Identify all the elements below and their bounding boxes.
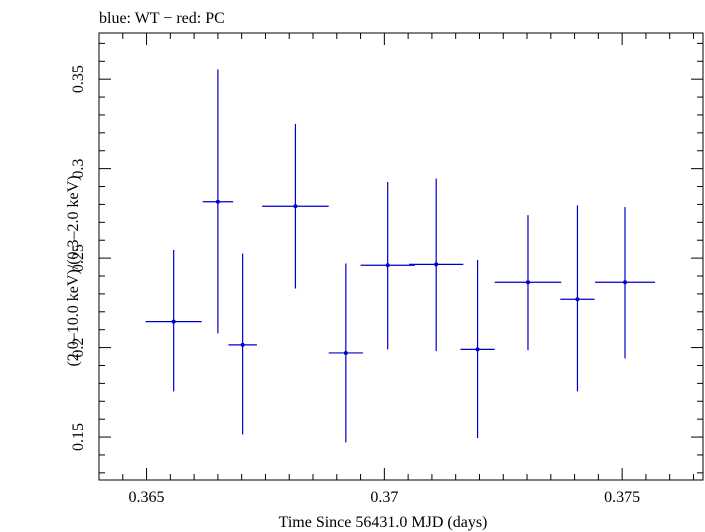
data-marker xyxy=(385,263,390,268)
y-tick-labels: 0.15 0.2 0.25 0.3 0.35 xyxy=(70,65,87,451)
data-point xyxy=(409,178,464,352)
x-axis-label: Time Since 56431.0 MJD (days) xyxy=(279,514,488,531)
data-point xyxy=(202,69,234,334)
data-points xyxy=(145,69,655,443)
data-point xyxy=(494,215,562,351)
data-marker xyxy=(434,262,439,267)
data-point xyxy=(328,263,363,443)
chart-title: blue: WT − red: PC xyxy=(99,10,225,27)
data-marker xyxy=(475,347,480,352)
data-point xyxy=(560,205,595,392)
data-marker xyxy=(623,280,628,285)
x-tick-label: 0.37 xyxy=(370,489,398,506)
y-tick-label: 0.3 xyxy=(70,159,87,179)
data-marker xyxy=(525,280,530,285)
data-point xyxy=(595,207,655,359)
y-tick-label: 0.15 xyxy=(70,423,87,451)
y-tick-label: 0.2 xyxy=(70,338,87,358)
data-marker xyxy=(293,204,298,209)
data-marker xyxy=(575,297,580,302)
x-tick-label: 0.365 xyxy=(129,489,165,506)
y-tick-label: 0.35 xyxy=(70,65,87,93)
data-point xyxy=(460,259,495,438)
y-axis-label: (2.0–10.0 keV)/(0.3–2.0 keV) xyxy=(65,175,82,366)
x-tick-labels: 0.365 0.37 0.375 xyxy=(129,489,641,506)
data-marker xyxy=(215,199,220,204)
data-marker xyxy=(343,350,348,355)
data-marker xyxy=(171,319,176,324)
x-tick-label: 0.375 xyxy=(604,489,640,506)
data-point xyxy=(262,123,329,289)
axis-ticks xyxy=(98,33,703,480)
data-point xyxy=(145,250,202,392)
data-marker xyxy=(240,342,245,347)
plot-frame xyxy=(98,32,704,481)
data-point xyxy=(360,182,415,350)
data-point xyxy=(228,253,257,435)
y-tick-label: 0.25 xyxy=(70,244,87,272)
